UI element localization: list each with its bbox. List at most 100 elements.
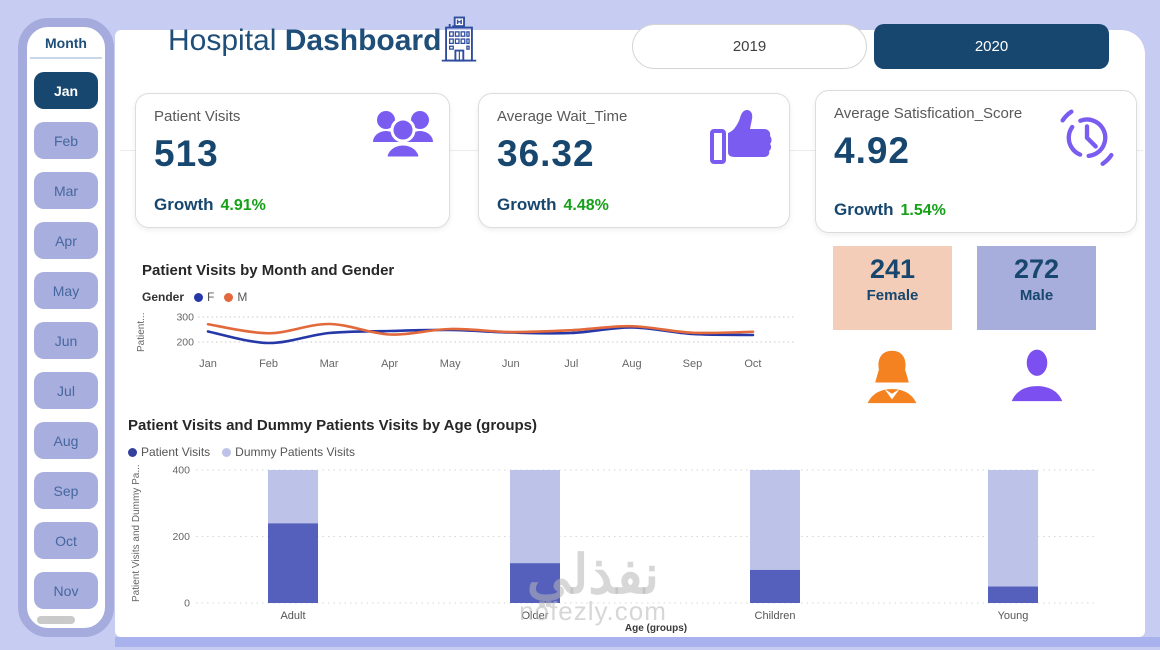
female-label: Female [866,287,919,304]
legend-label: Patient Visits [141,445,211,459]
page-title-regular: Hospital [168,24,277,57]
month-button-may[interactable]: May [34,272,98,309]
x-tick-label: Sep [683,358,703,370]
page-title-bold: Dashboard [284,24,442,57]
kpi-card-patient-visits: Patient Visits 513 Growth 4.91% [135,93,450,228]
kpi-label: Average Wait_Time [497,108,628,125]
kpi-value: 36.32 [497,133,595,174]
month-button-jul[interactable]: Jul [34,372,98,409]
hospital-building-icon [441,16,477,62]
y-tick-label: 400 [172,465,190,477]
x-tick-label: Mar [320,358,339,370]
bar-segment-adult-patient-visits[interactable] [268,523,318,603]
legend-label: M [237,290,248,304]
x-category-label: Adult [280,610,305,622]
x-category-label: Young [998,610,1029,622]
x-tick-label: Oct [744,358,761,370]
month-button-feb[interactable]: Feb [34,122,98,159]
kpi-value: 4.92 [834,130,911,171]
male-visits-card: 272 Male [977,246,1096,330]
x-tick-label: Jul [564,358,578,370]
kpi-card-average-wait-time: Average Wait_Time 36.32 Growth 4.48% [478,93,790,228]
y-tick-label: 0 [184,598,190,610]
bar-chart-title: Patient Visits and Dummy Patients Visits… [128,417,537,434]
kpi-label: Patient Visits [154,108,241,125]
kpi-card-average-satisfaction-score: Average Satisfication_Score 4.92 Growth 1… [815,90,1137,233]
alarm-clock-icon [1060,109,1114,166]
people-group-icon [373,111,433,160]
kpi-label: Average Satisfication_Score [834,105,1023,122]
legend-dot [222,447,232,457]
line-chart[interactable]: 200 300 Jan Feb Mar Apr May Jun Jul Aug Sep Oct [150,303,800,378]
month-slicer: Month Jan Feb Mar Apr May Jun Jul Aug Sep Oct Nov [18,18,114,637]
legend-item-patient-visits[interactable]: Patient Visits [128,445,210,459]
month-button-jun[interactable]: Jun [34,322,98,359]
bar-chart-x-axis-label: Age (groups) [624,623,688,634]
kpi-growth-label: Growth [834,200,894,219]
bar-segment-young-dummy-patients-visits[interactable] [988,470,1038,587]
kpi-growth-label: Growth [497,195,557,214]
bar-segment-adult-dummy-patients-visits[interactable] [268,470,318,524]
month-slicer-scrollbar[interactable] [37,616,75,624]
legend-dot [128,447,137,457]
x-tick-label: Aug [622,358,642,370]
kpi-growth-pct: 4.91% [220,197,266,214]
stacked-bar-chart[interactable]: 0 200 400 Adult Older Children Young [148,458,1108,628]
thumbs-up-icon [710,110,772,164]
legend-dot [224,292,234,302]
month-button-oct[interactable]: Oct [34,522,98,559]
line-chart-y-axis-label: Patient... [136,312,147,352]
bar-segment-young-patient-visits[interactable] [988,586,1038,603]
male-count: 272 [1013,254,1060,284]
woman-icon [867,350,917,404]
kpi-growth-label: Growth [154,195,214,214]
month-button-mar[interactable]: Mar [34,172,98,209]
y-tick-label: 200 [176,337,194,349]
bar-chart-y-axis-label: Patient Visits and Dummy Pa... [131,464,142,602]
line-series-M[interactable] [206,322,755,336]
page-title: Hospital Dashboard [168,24,441,58]
month-button-apr[interactable]: Apr [34,222,98,259]
x-category-label: Older [522,610,549,622]
x-category-label: Children [755,610,796,622]
y-tick-label: 300 [176,312,194,324]
month-button-jan[interactable]: Jan [34,72,98,109]
year-button-2020[interactable]: 2020 [874,24,1109,69]
legend-label: F [207,290,215,304]
month-button-aug[interactable]: Aug [34,422,98,459]
kpi-growth: Growth 4.48% [497,195,609,215]
y-tick-label: 200 [172,531,190,543]
x-tick-label: Apr [381,358,398,370]
legend-item-m[interactable]: M [224,290,247,304]
bar-segment-older-dummy-patients-visits[interactable] [510,470,560,564]
line-chart-title: Patient Visits by Month and Gender [142,262,395,279]
kpi-growth: Growth 1.54% [834,200,946,220]
kpi-value: 513 [154,133,219,174]
kpi-growth: Growth 4.91% [154,195,266,215]
month-slicer-title: Month [30,27,102,59]
month-button-nov[interactable]: Nov [34,572,98,609]
bar-segment-children-patient-visits[interactable] [750,569,800,603]
bar-segment-children-dummy-patients-visits[interactable] [750,470,800,570]
x-tick-label: Feb [259,358,278,370]
month-button-sep[interactable]: Sep [34,472,98,509]
female-count: 241 [869,254,916,284]
legend-item-f[interactable]: F [194,290,214,304]
kpi-growth-pct: 1.54% [900,202,946,219]
legend-title: Gender [142,290,185,304]
x-tick-label: Jan [199,358,217,370]
year-button-2019[interactable]: 2019 [632,24,867,69]
bar-segment-older-patient-visits[interactable] [510,563,560,603]
kpi-growth-pct: 4.48% [563,197,609,214]
legend-label: Dummy Patients Visits [235,445,355,459]
male-label: Male [1019,287,1054,304]
horizontal-scrollbar[interactable] [115,637,1160,647]
bar-chart-legend: Patient Visits Dummy Patients Visits [128,445,355,459]
legend-item-dummy-patients-visits[interactable]: Dummy Patients Visits [222,445,355,459]
man-icon [1011,349,1063,402]
female-visits-card: 241 Female [833,246,952,330]
x-tick-label: Jun [502,358,520,370]
legend-dot [194,292,204,302]
